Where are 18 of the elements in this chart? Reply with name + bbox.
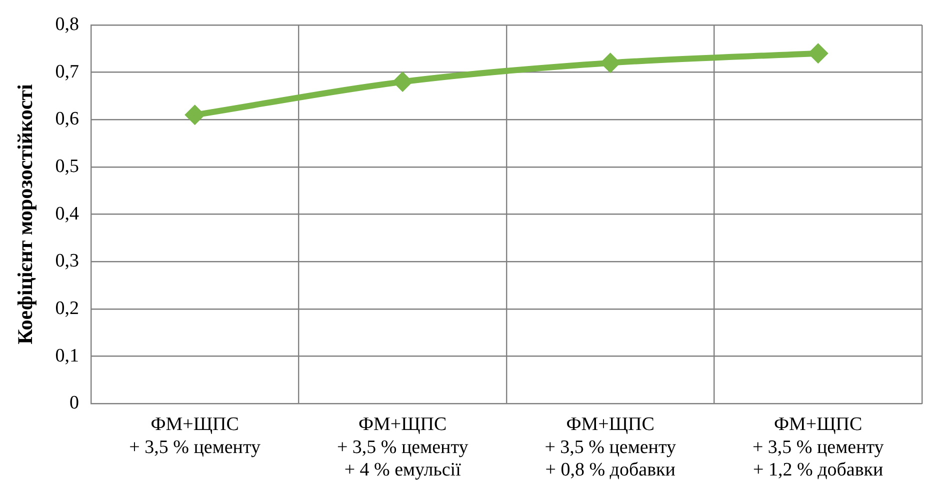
y-tick-label: 0 — [69, 392, 79, 414]
x-tick-label: ФМ+ЩПС + 3,5 % цементу + 4 % емульсії — [336, 414, 469, 481]
point — [186, 106, 204, 124]
y-tick-label: 0,5 — [55, 156, 79, 177]
y-tick-label: 0,1 — [55, 345, 79, 366]
point — [394, 72, 412, 91]
y-tick-label: 0,7 — [55, 61, 79, 82]
y-tick-label: 0,6 — [55, 108, 79, 130]
y-tick-label: 0,4 — [55, 203, 80, 224]
x-tick-label: ФМ+ЩПС + 3,5 % цементу — [129, 414, 261, 458]
point — [809, 44, 828, 62]
y-tick-label: 0,2 — [55, 298, 79, 319]
y-tick-label: 0,3 — [55, 250, 79, 272]
x-tick-label: ФМ+ЩПС + 3,5 % цементу + 1,2 % добавки — [752, 414, 884, 481]
point — [601, 54, 620, 72]
x-tick-label: ФМ+ЩПС + 3,5 % цементу + 0,8 % добавки — [544, 414, 677, 481]
y-axis-title: Коефіцієнт морозостійкості — [13, 84, 38, 344]
y-tick-label: 0,8 — [55, 14, 79, 35]
